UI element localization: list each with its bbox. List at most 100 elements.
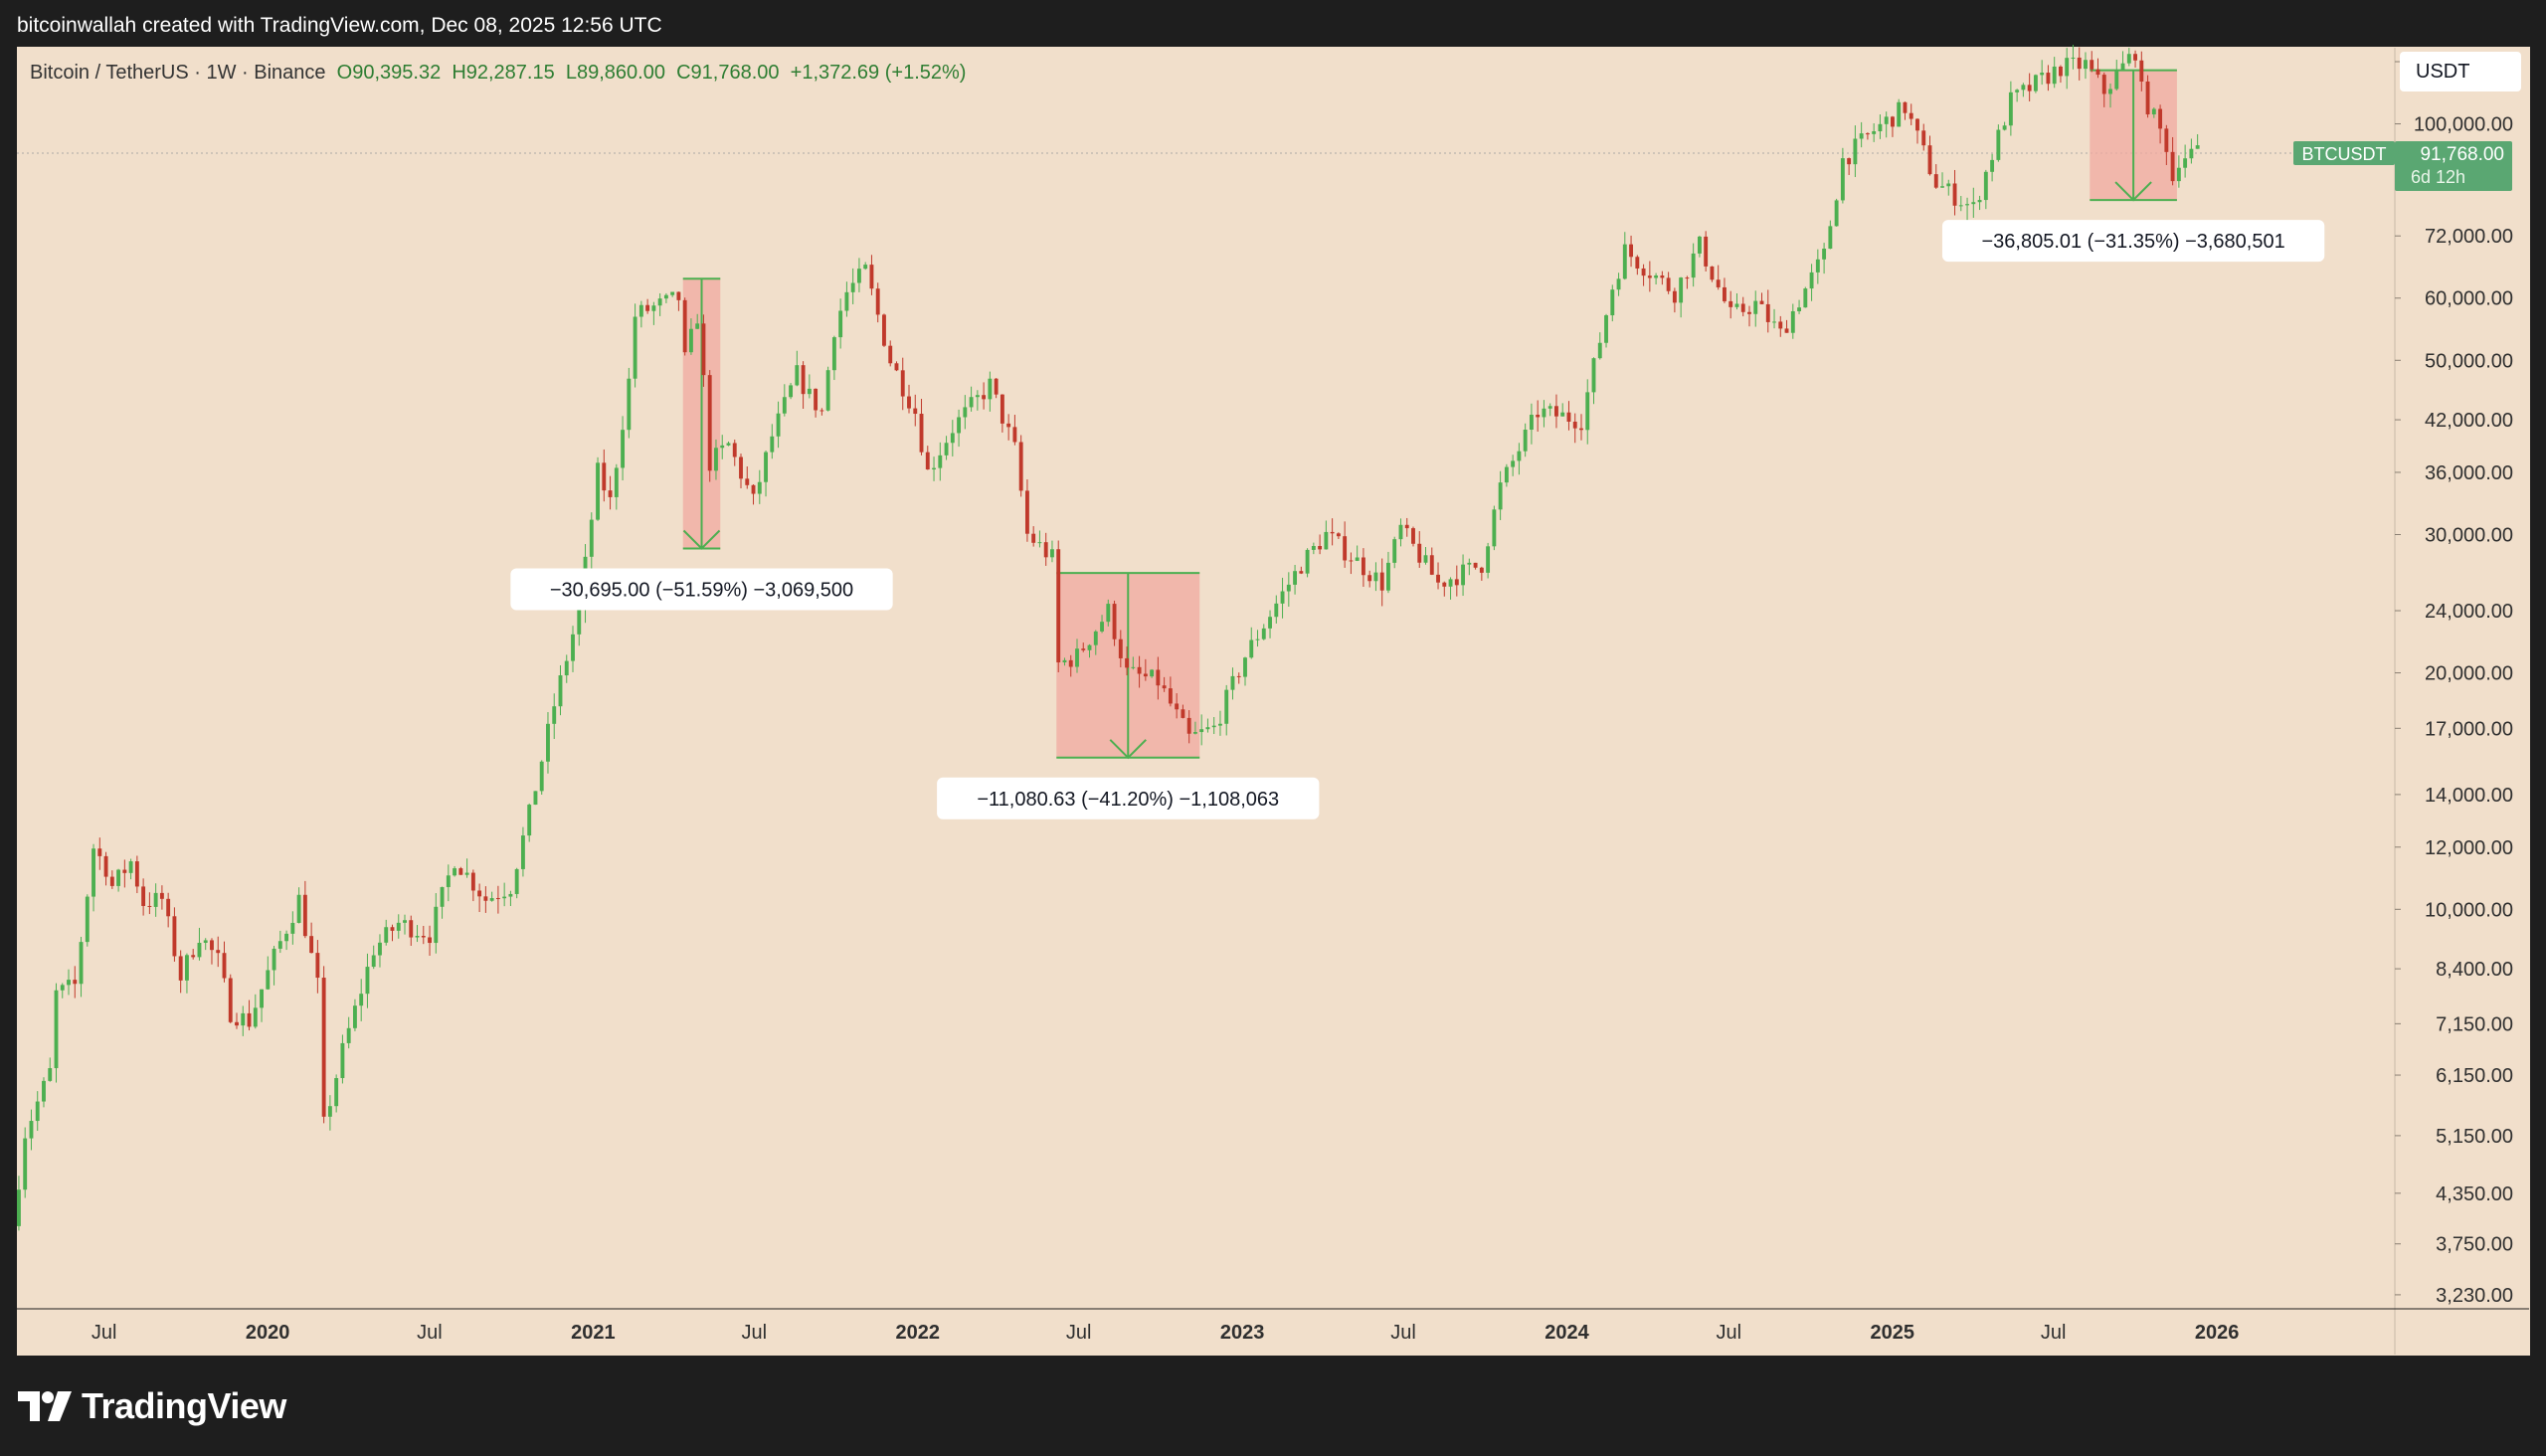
candle-body — [1043, 542, 1048, 558]
candle-body — [1853, 138, 1858, 165]
candle-body — [527, 805, 532, 836]
candle — [1542, 400, 1546, 428]
chart-frame[interactable] — [16, 46, 2531, 1357]
candle — [645, 298, 650, 314]
candle-body — [1037, 542, 1042, 544]
candle — [1672, 287, 1677, 313]
candle-body — [657, 298, 662, 306]
candle — [1286, 572, 1291, 608]
candle — [621, 416, 626, 481]
candle — [1175, 693, 1180, 719]
price-tag-symbol: BTCUSDT — [2302, 144, 2387, 164]
candle-body — [819, 410, 824, 412]
time-tick-label: Jul — [2041, 1322, 2067, 1344]
candle-body — [514, 868, 519, 894]
candle-body — [241, 1012, 246, 1026]
candle-body — [1604, 315, 1608, 343]
candle — [2195, 133, 2200, 149]
candle-body — [1635, 257, 1640, 269]
candle — [1299, 566, 1304, 575]
candle — [1591, 357, 1596, 405]
candle-body — [814, 388, 818, 411]
candle — [520, 826, 525, 877]
measure-label-box — [937, 777, 1320, 819]
price-tag-value: 91,768.00 — [2420, 144, 2504, 165]
candle — [428, 925, 432, 956]
candle-body — [2071, 57, 2076, 59]
price-tag-countdown: 6d 12h — [2411, 167, 2465, 187]
candle-body — [1523, 430, 1528, 452]
candle-body — [116, 869, 121, 886]
candle-body — [1230, 675, 1235, 690]
candle-body — [1504, 466, 1509, 483]
candle — [1996, 124, 2001, 162]
candle — [633, 303, 637, 388]
candle-body — [982, 395, 987, 400]
candle-body — [428, 937, 432, 944]
candle — [2151, 107, 2156, 118]
candle-body — [378, 942, 382, 956]
candle — [1597, 332, 1602, 360]
candle — [875, 282, 880, 323]
tradingview-brand[interactable]: TradingView — [18, 1385, 286, 1427]
candle-body — [1983, 171, 1988, 201]
candle-body — [1211, 725, 1216, 728]
symbol-legend: Bitcoin / TetherUS · 1W · Binance O90,39… — [30, 62, 966, 85]
candle-body — [875, 288, 880, 315]
candle-body — [203, 940, 208, 943]
candle — [1274, 595, 1279, 624]
candle — [159, 885, 164, 910]
candle-body — [726, 443, 731, 446]
candle-body — [1112, 604, 1117, 639]
candle — [988, 371, 993, 412]
candle-body — [1000, 394, 1004, 424]
candle-body — [838, 310, 843, 338]
candle-body — [1560, 412, 1565, 417]
candle — [1143, 658, 1148, 681]
candle — [1081, 642, 1086, 652]
candle-body — [2164, 128, 2169, 152]
candle — [657, 292, 662, 316]
candle-body — [1379, 572, 1384, 591]
candle-body — [520, 835, 525, 869]
candle-body — [1822, 249, 1827, 260]
candle-body — [1666, 277, 1671, 291]
candle-body — [1740, 303, 1745, 312]
candle-body — [1723, 286, 1727, 301]
candle — [688, 318, 693, 355]
candle-body — [807, 388, 812, 395]
measure-arrow-head — [1109, 739, 1147, 760]
candle — [1740, 296, 1745, 317]
candle-body — [2052, 66, 2057, 85]
candle — [938, 442, 943, 481]
candle-body — [1093, 631, 1098, 645]
candle-body — [2126, 54, 2131, 64]
symbol-name[interactable]: Bitcoin / TetherUS · 1W · Binance — [30, 62, 326, 84]
candle — [470, 869, 475, 902]
candle-body — [1261, 628, 1266, 639]
candle-body — [1318, 545, 1323, 550]
price-tick-label: 4,350.00 — [2436, 1183, 2513, 1205]
candle — [1965, 197, 1969, 221]
candle-body — [1186, 717, 1191, 734]
candle-body — [1828, 226, 1833, 250]
candle — [453, 865, 457, 877]
currency-selector[interactable]: USDT — [2400, 52, 2521, 91]
candle — [2189, 138, 2194, 164]
candle — [371, 945, 376, 970]
candle-body — [1349, 560, 1354, 562]
candle-body — [1834, 200, 1839, 227]
candle — [228, 974, 233, 1023]
candle — [1983, 169, 1988, 210]
candle-body — [440, 886, 445, 907]
candle — [1050, 540, 1054, 563]
candle — [1504, 463, 1509, 487]
candle-body — [191, 955, 196, 958]
candle-body — [334, 1077, 339, 1107]
candle — [533, 791, 538, 806]
candle-body — [969, 397, 974, 408]
candle-body — [1024, 490, 1029, 534]
candle — [109, 870, 114, 889]
candle — [1417, 531, 1422, 568]
